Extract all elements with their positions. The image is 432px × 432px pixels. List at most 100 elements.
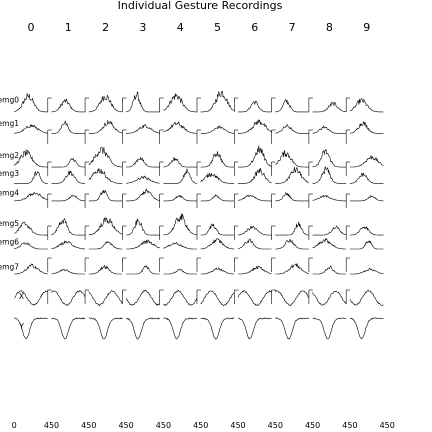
trace-emg6-1 — [51, 240, 86, 250]
trace-emg7-1 — [51, 269, 86, 275]
x-tick-label: 450 — [342, 421, 357, 430]
row-label: emg5 — [0, 219, 19, 228]
trace-emg6-5 — [200, 238, 235, 250]
row-label: emg2 — [0, 151, 19, 160]
trace-emg5-3 — [126, 218, 160, 236]
trace-emg4-3 — [126, 188, 160, 202]
row-label: X — [19, 292, 24, 301]
trace-X-0 — [14, 290, 48, 306]
row-label: emg6 — [0, 238, 19, 247]
trace-emg7-9 — [349, 267, 384, 275]
column-tick-label: 9 — [363, 21, 370, 34]
trace-emg1-9 — [349, 121, 384, 134]
trace-emg2-1 — [51, 158, 86, 168]
trace-Y-4 — [163, 317, 198, 340]
trace-emg5-5 — [200, 223, 235, 236]
trace-emg7-5 — [200, 267, 235, 275]
trace-emg3-3 — [126, 175, 160, 184]
trace-Y-9 — [349, 317, 384, 340]
trace-Y-3 — [125, 317, 160, 340]
trace-emg2-6 — [238, 145, 272, 168]
trace-emg2-3 — [126, 157, 160, 168]
trace-emg1-5 — [200, 125, 235, 134]
trace-emg1-4 — [163, 121, 197, 134]
trace-emg5-6 — [238, 225, 272, 236]
trace-emg6-0 — [14, 242, 48, 250]
trace-emg7-2 — [88, 265, 123, 275]
x-tick-label: 0 — [12, 421, 17, 430]
trace-emg3-0 — [14, 171, 48, 184]
trace-emg5-9 — [349, 226, 384, 236]
trace-Y-6 — [237, 317, 272, 340]
trace-emg7-8 — [312, 265, 347, 275]
x-tick-label: 450 — [380, 421, 395, 430]
row-label: emg4 — [0, 189, 19, 198]
trace-emg7-0 — [14, 263, 48, 275]
x-tick-label: 450 — [156, 421, 171, 430]
trace-emg3-8 — [312, 166, 347, 184]
signal-traces — [13, 91, 384, 340]
trace-emg1-6 — [238, 119, 272, 134]
x-tick-label: 450 — [44, 421, 59, 430]
trace-emg1-8 — [312, 125, 347, 134]
trace-emg5-4 — [163, 213, 198, 236]
column-tick-marks — [47, 97, 351, 304]
trace-X-3 — [125, 289, 160, 306]
trace-emg5-2 — [88, 217, 123, 236]
trace-emg6-2 — [88, 241, 123, 250]
trace-Y-8 — [312, 317, 347, 340]
trace-emg0-8 — [312, 102, 347, 113]
trace-Y-1 — [51, 317, 86, 340]
trace-X-2 — [88, 290, 123, 307]
trace-emg4-1 — [51, 195, 86, 202]
column-tick-label: 5 — [214, 21, 221, 34]
trace-emg4-9 — [349, 195, 384, 202]
trace-Y-7 — [275, 317, 310, 340]
trace-emg6-6 — [237, 238, 272, 250]
trace-emg4-7 — [275, 192, 309, 202]
x-tick-label: 450 — [193, 421, 208, 430]
trace-X-1 — [51, 290, 86, 306]
trace-emg2-5 — [200, 151, 235, 168]
trace-emg2-2 — [88, 147, 123, 168]
trace-Y-5 — [200, 317, 235, 340]
trace-emg4-2 — [88, 189, 123, 202]
trace-emg0-3 — [126, 91, 160, 113]
trace-emg4-5 — [200, 194, 235, 202]
trace-emg3-6 — [238, 167, 272, 184]
trace-emg5-7 — [275, 221, 309, 236]
row-label: emg7 — [0, 263, 19, 272]
trace-emg2-4 — [163, 157, 197, 168]
trace-emg4-6 — [237, 194, 272, 202]
trace-Y-0 — [14, 317, 48, 339]
chart-title: Individual Gesture Recordings — [118, 0, 283, 12]
trace-emg6-7 — [275, 239, 309, 250]
row-label: emg3 — [0, 169, 19, 178]
trace-emg2-0 — [13, 149, 48, 168]
trace-emg0-5 — [200, 91, 235, 113]
column-tick-label: 1 — [65, 21, 72, 34]
trace-emg0-6 — [238, 100, 272, 113]
x-tick-label: 450 — [230, 421, 245, 430]
trace-emg1-7 — [275, 124, 309, 134]
trace-emg4-4 — [163, 195, 197, 202]
trace-emg6-4 — [163, 242, 197, 250]
trace-emg3-5 — [200, 172, 235, 184]
trace-emg3-9 — [349, 172, 384, 184]
trace-X-8 — [312, 290, 347, 306]
trace-emg0-2 — [88, 94, 123, 113]
trace-emg0-9 — [349, 98, 384, 113]
trace-emg1-1 — [51, 120, 86, 134]
column-tick-label: 7 — [289, 21, 296, 34]
x-tick-label: 450 — [305, 421, 320, 430]
trace-emg6-9 — [349, 240, 384, 250]
trace-emg5-8 — [312, 225, 347, 236]
trace-emg6-8 — [312, 238, 347, 250]
trace-emg1-2 — [88, 120, 123, 134]
trace-emg1-3 — [126, 124, 160, 134]
trace-emg6-3 — [126, 239, 160, 250]
column-tick-label: 6 — [251, 21, 258, 34]
row-label: emg0 — [0, 95, 19, 104]
trace-emg3-7 — [275, 166, 310, 184]
